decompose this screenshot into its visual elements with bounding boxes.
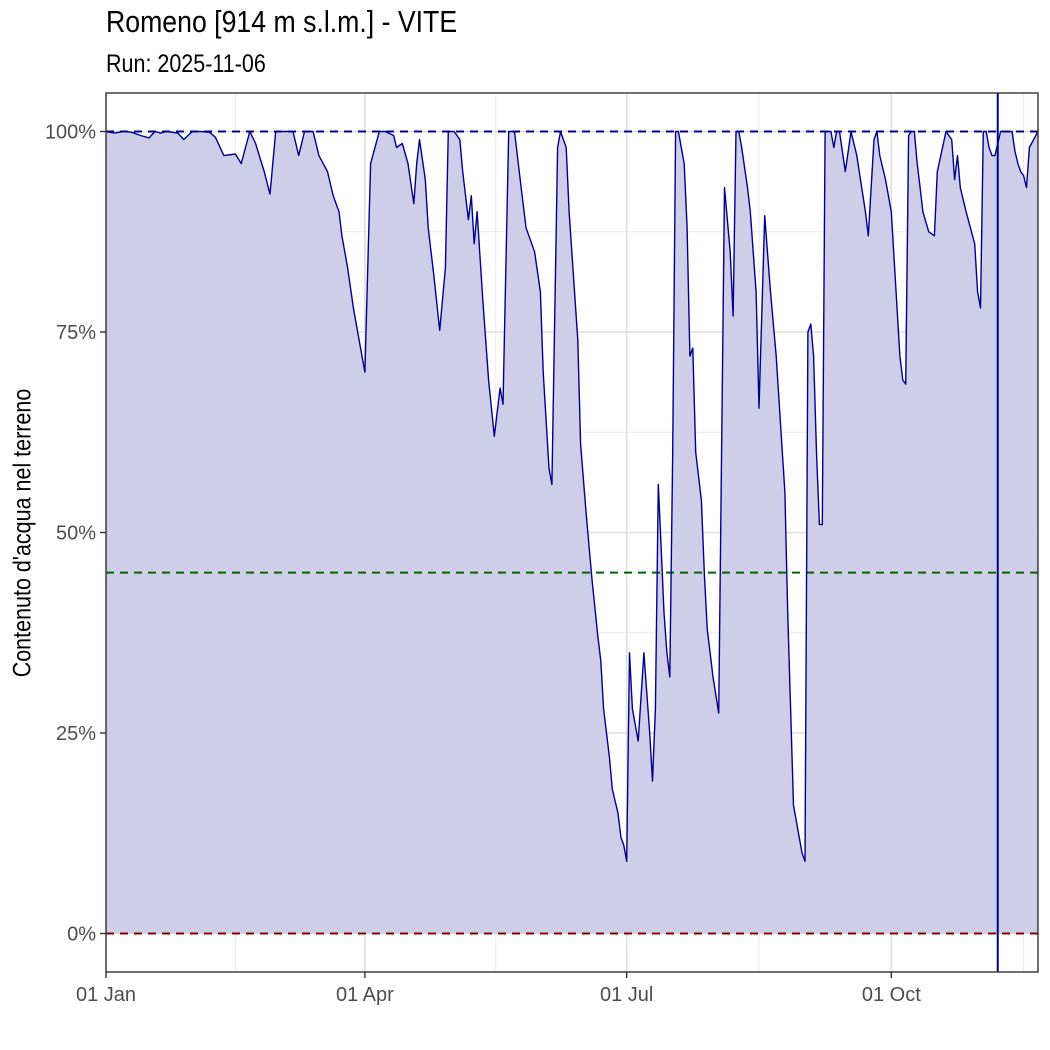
y-tick-label: 100% (45, 121, 96, 143)
y-tick-label: 25% (56, 723, 96, 745)
soil-water-area (106, 131, 1038, 934)
x-tick-label: 01 Apr (336, 984, 394, 1006)
soil-water-line (105, 130, 1039, 862)
x-tick-label: 01 Jan (76, 984, 136, 1006)
chart-title: Romeno [914 m s.l.m.] - VITE (106, 4, 458, 39)
y-tick-label: 0% (67, 924, 96, 946)
chart-subtitle: Run: 2025-11-06 (106, 50, 266, 78)
x-tick-label: 01 Oct (862, 984, 921, 1006)
y-tick-label: 50% (56, 523, 96, 545)
x-tick-label: 01 Jul (600, 984, 653, 1006)
y-tick-label: 75% (56, 322, 96, 344)
